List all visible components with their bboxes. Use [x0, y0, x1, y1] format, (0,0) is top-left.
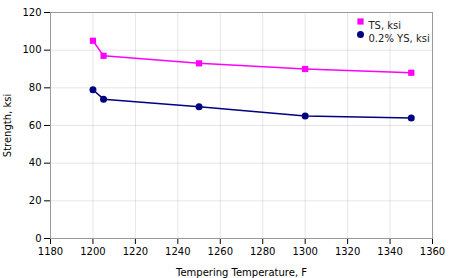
svg-text:0: 0 — [35, 233, 41, 244]
svg-text:Strength, ksi: Strength, ksi — [2, 94, 13, 157]
svg-text:40: 40 — [29, 157, 42, 168]
svg-text:Tempering Temperature, F: Tempering Temperature, F — [175, 267, 307, 278]
svg-text:1180: 1180 — [38, 246, 63, 257]
svg-text:1360: 1360 — [420, 246, 445, 257]
svg-text:1320: 1320 — [335, 246, 360, 257]
svg-text:TS, ksi: TS, ksi — [368, 20, 402, 31]
svg-text:0.2% YS, ksi: 0.2% YS, ksi — [369, 33, 430, 44]
svg-text:1300: 1300 — [292, 246, 317, 257]
svg-text:60: 60 — [29, 120, 42, 131]
svg-text:1220: 1220 — [123, 246, 148, 257]
svg-text:20: 20 — [29, 195, 42, 206]
svg-text:1200: 1200 — [80, 246, 105, 257]
svg-text:80: 80 — [29, 82, 42, 93]
svg-text:1340: 1340 — [377, 246, 402, 257]
svg-text:1280: 1280 — [250, 246, 275, 257]
svg-text:100: 100 — [22, 44, 41, 55]
svg-text:120: 120 — [22, 7, 41, 18]
svg-text:1240: 1240 — [165, 246, 190, 257]
svg-text:1260: 1260 — [208, 246, 233, 257]
